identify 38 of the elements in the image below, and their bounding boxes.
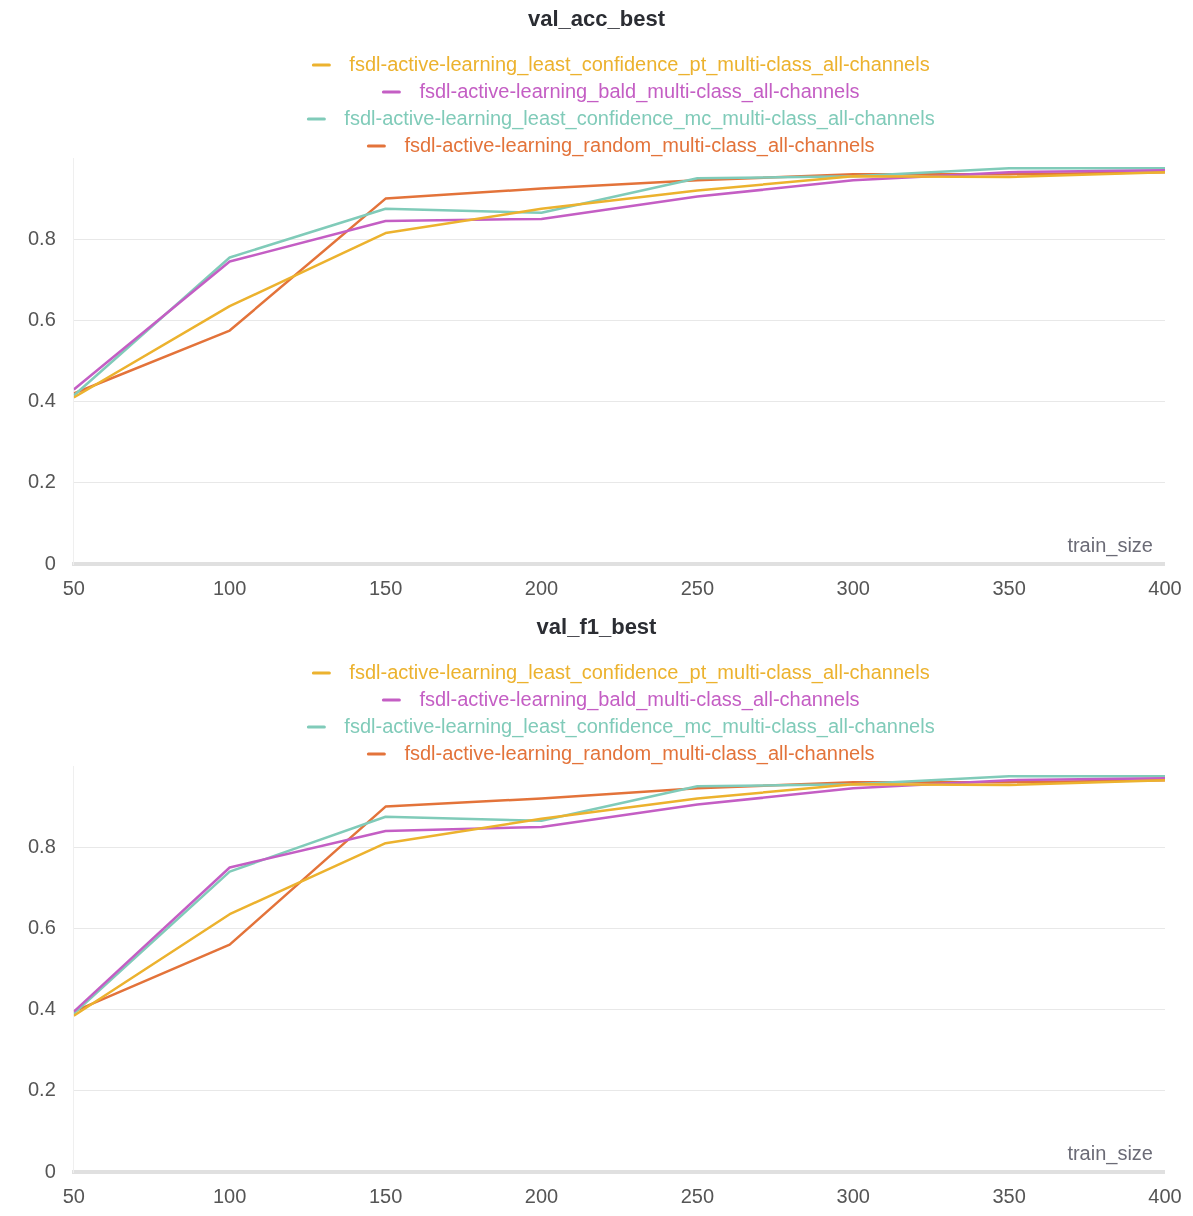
chart-title: val_acc_best bbox=[528, 6, 666, 32]
x-tick-label: 50 bbox=[62, 576, 85, 599]
legend-label: fsdl-active-learning_least_confidence_pt_multi-class_all-channels bbox=[349, 660, 930, 684]
legend-label: fsdl-active-learning_least_confidence_pt_multi-class_all-channels bbox=[349, 52, 930, 76]
legend-label: fsdl-active-learning_least_confidence_mc_multi-class_all-channels bbox=[344, 714, 935, 738]
y-tick-label: 0.8 bbox=[27, 834, 56, 857]
x-tick-label: 150 bbox=[368, 576, 403, 599]
y-tick-label: 0.4 bbox=[27, 997, 56, 1020]
y-tick-label: 0.4 bbox=[27, 389, 56, 412]
chart-title: val_f1_best bbox=[536, 614, 658, 640]
y-tick-label: 0.6 bbox=[27, 915, 56, 938]
y-tick-label: 0 bbox=[44, 1159, 56, 1182]
legend-label: fsdl-active-learning_random_multi-class_all-channels bbox=[404, 741, 875, 765]
y-tick-label: 0.2 bbox=[27, 1078, 56, 1101]
y-tick-label: 0.2 bbox=[27, 470, 56, 493]
x-axis-title: train_size bbox=[1067, 533, 1153, 557]
x-tick-label: 350 bbox=[992, 1184, 1026, 1207]
y-tick-label: 0.8 bbox=[27, 226, 56, 249]
x-tick-label: 250 bbox=[680, 576, 715, 599]
x-tick-label: 250 bbox=[680, 1184, 715, 1207]
legend-label: fsdl-active-learning_random_multi-class_all-channels bbox=[404, 133, 875, 157]
x-tick-label: 300 bbox=[836, 576, 870, 599]
x-tick-label: 200 bbox=[524, 576, 559, 599]
legend-label: fsdl-active-learning_bald_multi-class_all-channels bbox=[419, 687, 860, 711]
x-tick-label: 400 bbox=[1148, 1184, 1182, 1207]
y-tick-label: 0 bbox=[44, 551, 56, 574]
x-axis-title: train_size bbox=[1067, 1141, 1153, 1165]
x-tick-label: 100 bbox=[213, 1184, 247, 1207]
x-tick-label: 150 bbox=[368, 1184, 403, 1207]
y-tick-label: 0.6 bbox=[27, 307, 56, 330]
x-tick-label: 50 bbox=[62, 1184, 85, 1207]
x-tick-label: 100 bbox=[213, 576, 247, 599]
legend-label: fsdl-active-learning_least_confidence_mc_multi-class_all-channels bbox=[344, 106, 935, 130]
x-tick-label: 350 bbox=[992, 576, 1026, 599]
x-tick-label: 400 bbox=[1148, 576, 1182, 599]
legend-label: fsdl-active-learning_bald_multi-class_all-channels bbox=[419, 79, 860, 103]
x-tick-label: 300 bbox=[836, 1184, 870, 1207]
x-tick-label: 200 bbox=[524, 1184, 559, 1207]
